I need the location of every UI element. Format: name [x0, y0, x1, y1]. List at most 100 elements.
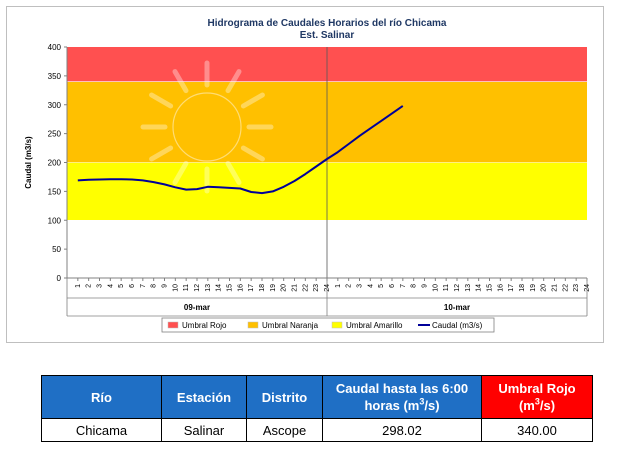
sun-watermark-ray	[149, 145, 174, 162]
x-tick-label: 20	[541, 284, 548, 292]
series-line-caudal	[77, 105, 404, 195]
table-row: Chicama Salinar Ascope 298.02 340.00	[41, 418, 593, 442]
sun-watermark	[172, 92, 242, 162]
cell-flow: 298.02	[322, 418, 482, 442]
legend-swatch	[247, 321, 259, 329]
legend-label: Umbral Naranja	[262, 321, 319, 330]
x-tick-label: 5	[378, 284, 385, 288]
y-tick-label: 150	[48, 187, 62, 196]
chart-subtitle: Est. Salinar	[300, 30, 355, 41]
x-tick-label: 11	[183, 284, 190, 291]
header-threshold-sup: 3	[534, 396, 540, 407]
header-threshold-unit: /s)	[539, 398, 556, 413]
flow-summary-table: Río Estación Distrito Caudal hasta las 6…	[41, 375, 593, 442]
x-tick-label: 24	[324, 284, 331, 292]
x-tick-label: 21	[552, 284, 559, 292]
sun-watermark-ray	[240, 92, 265, 109]
table-header-row: Río Estación Distrito Caudal hasta las 6…	[41, 375, 593, 419]
x-tick-label: 23	[313, 284, 320, 292]
y-tick-label: 350	[48, 72, 62, 81]
legend-label: Umbral Amarillo	[346, 321, 403, 330]
x-tick-label: 1	[75, 284, 82, 288]
cell-district: Ascope	[246, 418, 323, 442]
header-district: Distrito	[246, 375, 323, 419]
sun-watermark-ray	[240, 145, 265, 162]
chart-title: Hidrograma de Caudales Horarios del río …	[208, 18, 447, 29]
legend-box	[161, 317, 495, 333]
y-tick-label: 400	[48, 43, 62, 52]
header-red-threshold: Umbral Rojo (m3/s)	[481, 375, 593, 419]
cell-threshold: 340.00	[481, 418, 593, 442]
x-tick-label: 12	[454, 284, 461, 292]
y-axis-label: Caudal (m3/s)	[24, 136, 33, 189]
x-tick-label: 15	[487, 284, 494, 292]
x-tick-label: 18	[259, 284, 266, 292]
x-tick-label: 3	[357, 284, 364, 288]
y-tick-label: 200	[48, 159, 62, 168]
x-tick-label: 3	[97, 284, 104, 288]
x-tick-label: 1	[335, 284, 342, 288]
x-tick-label: 14	[476, 284, 483, 292]
header-river: Río	[41, 375, 162, 419]
x-tick-label: 2	[346, 284, 353, 288]
header-threshold-label: Umbral Rojo (m	[498, 381, 576, 413]
y-tick-label: 300	[48, 101, 62, 110]
legend-swatch	[331, 321, 343, 329]
x-tick-label: 6	[389, 284, 396, 288]
x-tick-label: 17	[248, 284, 255, 292]
x-tick-label: 4	[367, 284, 374, 288]
header-station: Estación	[161, 375, 247, 419]
x-tick-label: 4	[107, 284, 114, 288]
x-tick-label: 8	[411, 284, 418, 288]
x-tick-label: 10	[172, 284, 179, 292]
x-tick-label: 2	[86, 284, 93, 288]
x-tick-label: 11	[443, 284, 450, 291]
chart-frame: Hidrograma de Caudales Horarios del río …	[6, 6, 604, 343]
x-tick-label: 6	[129, 284, 136, 288]
x-tick-label: 7	[140, 284, 147, 288]
day-label: 10-mar	[444, 303, 470, 312]
sun-watermark-ray	[172, 160, 189, 185]
x-tick-label: 20	[281, 284, 288, 292]
y-tick-label: 50	[52, 245, 61, 254]
x-tick-label: 9	[422, 284, 429, 288]
legend-label: Caudal (m3/s)	[432, 321, 483, 330]
x-tick-label: 17	[508, 284, 515, 292]
header-flow-until-6: Caudal hasta las 6:00 horas (m3/s)	[322, 375, 482, 419]
x-tick-label: 8	[151, 284, 158, 288]
y-tick-label: 250	[48, 130, 62, 139]
x-tick-label: 13	[205, 284, 212, 292]
cell-river: Chicama	[41, 418, 162, 442]
y-tick-label: 100	[48, 216, 62, 225]
legend-label: Umbral Rojo	[182, 321, 227, 330]
sun-watermark-ray	[225, 69, 242, 94]
cell-station: Salinar	[161, 418, 247, 442]
x-tick-label: 18	[519, 284, 526, 292]
x-tick-label: 16	[497, 284, 504, 292]
x-tick-label: 21	[292, 284, 299, 292]
x-tick-label: 9	[162, 284, 169, 288]
x-tick-label: 19	[530, 284, 537, 292]
x-tick-label: 10	[432, 284, 439, 292]
x-tick-label: 12	[194, 284, 201, 292]
x-tick-label: 7	[400, 284, 407, 288]
x-tick-label: 22	[302, 284, 309, 292]
x-tick-label: 24	[584, 284, 591, 292]
y-tick-label: 0	[57, 274, 62, 283]
x-tick-label: 22	[562, 284, 569, 292]
x-tick-label: 5	[118, 284, 125, 288]
sun-watermark-ray	[149, 92, 174, 109]
x-tick-label: 16	[237, 284, 244, 292]
sun-watermark-ray	[172, 69, 189, 94]
legend-swatch	[167, 321, 179, 329]
x-tick-label: 23	[573, 284, 580, 292]
x-tick-label: 19	[270, 284, 277, 292]
header-flow-label: Caudal hasta las 6:00 horas (m	[335, 381, 469, 413]
sun-watermark-ray	[225, 160, 242, 185]
header-flow-sup: 3	[419, 396, 425, 407]
hydrograph-chart: Hidrograma de Caudales Horarios del río …	[24, 18, 591, 333]
x-tick-label: 13	[465, 284, 472, 292]
x-tick-label: 14	[216, 284, 223, 292]
header-flow-unit: /s)	[424, 398, 440, 413]
day-label: 09-mar	[184, 303, 210, 312]
